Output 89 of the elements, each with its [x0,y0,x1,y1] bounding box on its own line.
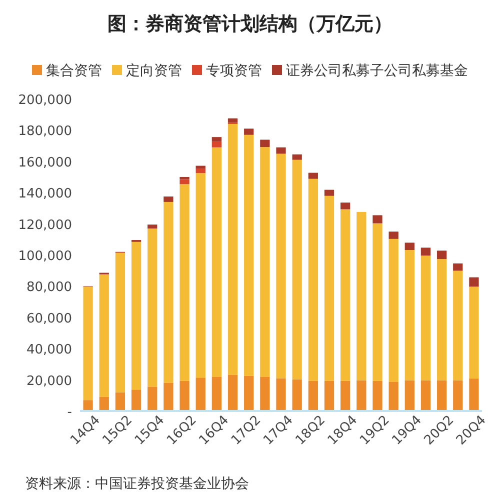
bar [469,286,479,379]
bar [324,190,334,196]
bar [340,209,350,381]
bar [99,396,109,411]
bar [420,256,431,380]
bar [180,179,190,184]
bar [228,118,238,122]
y-tick-label: 120,000 [18,218,72,233]
bar [180,380,190,411]
bar [308,178,318,381]
bar [324,380,334,411]
bar [148,228,158,387]
legend-label: 集合资管 [46,63,102,79]
bar [228,374,238,411]
bar [212,147,222,377]
bar [292,160,302,380]
bar [212,376,222,411]
bar [340,380,350,411]
bar [356,380,366,411]
bar [469,277,479,287]
y-tick-label: 40,000 [26,342,72,358]
bar [372,380,382,411]
bar [276,147,286,154]
bar [436,259,447,380]
bar [404,380,414,411]
y-tick-label: 20,000 [26,374,72,389]
bar [453,380,463,411]
bar [115,252,126,392]
bar [420,248,431,256]
legend-label: 证券公司私募子公司私募基金 [286,63,468,79]
bar [244,128,254,135]
legend-label: 专项资管 [206,63,262,79]
bar [276,378,286,411]
bar [308,380,318,411]
bar [244,134,254,376]
text: 资料来源：中国证券投资基金业协会 [25,476,249,492]
y-tick-label: 180,000 [18,124,72,140]
bar [292,154,302,160]
bar [212,141,222,148]
bar [164,196,174,202]
chart-title: 图：券商资管计划结构（万亿元） [108,13,392,35]
bar [260,140,270,148]
legend-label: 定向资管 [126,63,182,79]
y-tick-label: 200,000 [18,93,72,108]
bar [436,250,447,260]
bar [196,166,206,169]
bar [372,215,382,224]
bar [340,202,350,210]
bar [260,376,270,411]
bar [131,390,142,411]
bar [308,172,318,179]
bar [404,250,414,380]
bar [212,137,222,142]
y-tick-label: 60,000 [26,311,72,326]
bar [196,168,206,174]
bar [83,286,93,400]
y-tick-label: 100,000 [18,249,72,264]
y-tick-label: 80,000 [26,280,72,296]
bar [131,242,142,390]
bar [180,184,190,381]
bar [228,124,238,375]
bar [324,196,334,381]
bar [276,154,286,378]
bar [196,173,206,378]
bar [260,147,270,377]
bar [372,223,382,381]
bar [292,379,302,411]
bar [196,378,206,411]
bar [469,378,479,411]
bar [164,382,174,411]
bar [388,382,398,411]
bar [453,270,463,380]
bar [244,376,254,411]
bar [148,224,158,228]
y-tick-label: 160,000 [18,155,72,170]
bar [115,392,126,411]
y-tick-label: - [67,405,72,420]
bar [388,232,398,239]
bar [99,274,109,397]
bar [453,263,463,271]
bar [148,386,158,411]
bar [436,380,447,411]
bar [83,400,93,411]
bar [404,242,414,250]
bar [388,238,398,382]
bar [164,202,174,383]
bar [356,212,366,380]
y-tick-label: 140,000 [18,186,72,202]
bar [420,380,431,411]
